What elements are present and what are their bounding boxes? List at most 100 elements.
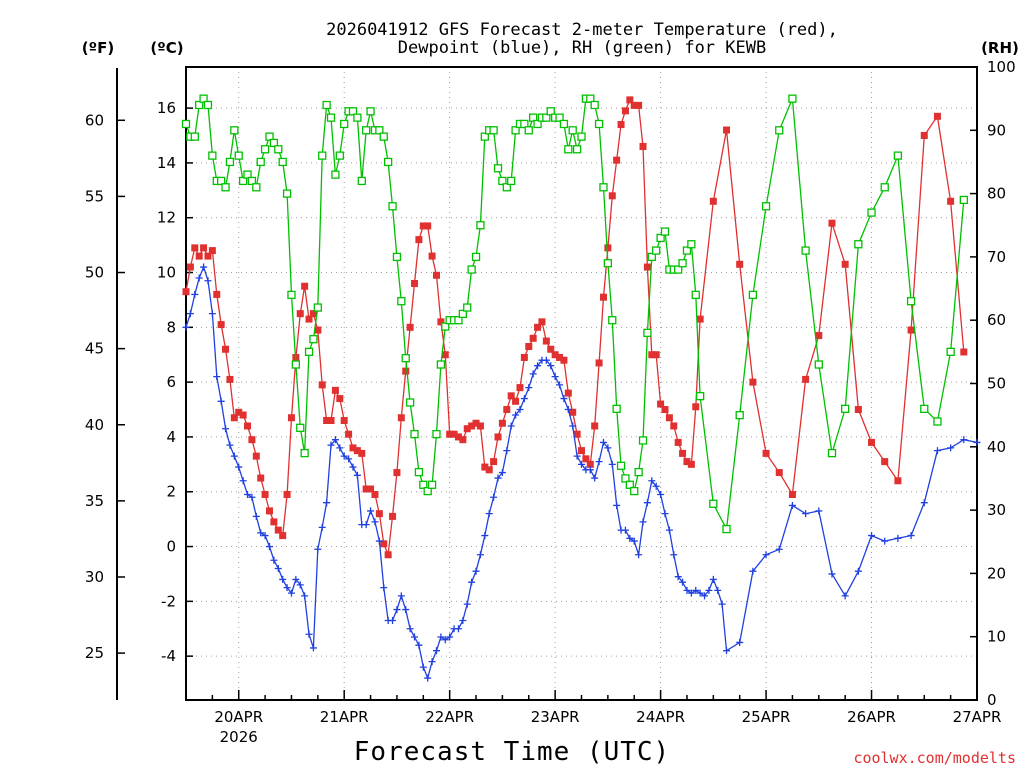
- chart-title-line2: Dewpoint (blue), RH (green) for KEWB: [398, 38, 766, 58]
- dewpoint-point: [393, 606, 401, 614]
- temperature-point: [182, 288, 190, 296]
- temperature-point: [723, 126, 731, 134]
- temperature-point: [446, 430, 454, 438]
- dewpoint-point: [318, 523, 326, 531]
- dewpoint-point: [933, 447, 941, 455]
- temperature-point: [679, 449, 687, 457]
- temperature-point: [485, 466, 493, 474]
- rh-point: [625, 480, 634, 489]
- temperature-point: [222, 345, 230, 353]
- temperature-line: [185, 98, 965, 556]
- dewpoint-point: [340, 452, 348, 460]
- temperature-point: [186, 263, 194, 271]
- dewpoint-point: [402, 606, 410, 614]
- rh-point: [748, 290, 758, 300]
- temperature-point: [556, 353, 564, 361]
- rh-point: [678, 259, 687, 268]
- temperature-point: [503, 406, 511, 414]
- rh-point: [572, 145, 582, 154]
- temperature-point: [314, 326, 322, 334]
- temperature-point: [494, 433, 502, 441]
- rh-point: [247, 176, 257, 186]
- dewpoint-point: [230, 452, 238, 460]
- dewpoint-point: [599, 438, 607, 446]
- temperature-point: [652, 351, 660, 359]
- temperature-point: [208, 247, 216, 255]
- rh-point: [687, 240, 696, 249]
- temperature-point: [604, 244, 612, 252]
- dewpoint-point: [692, 586, 700, 594]
- dewpoint-point: [428, 658, 436, 666]
- dewpoint-point: [349, 463, 357, 471]
- temperature-point: [920, 132, 928, 140]
- temperature-point: [353, 447, 361, 455]
- dewpoint-point: [639, 518, 647, 526]
- dewpoint-point: [578, 460, 585, 468]
- dewpoint-point: [314, 545, 322, 553]
- dewpoint-point: [463, 600, 471, 608]
- dewpoint-point: [815, 507, 823, 515]
- rh-point: [195, 100, 204, 110]
- temperature-point: [226, 375, 234, 383]
- rh-tick-label: 40: [987, 438, 1006, 456]
- dewpoint-point: [586, 466, 594, 474]
- temperature-point: [283, 490, 291, 498]
- temperature-point: [534, 323, 542, 331]
- rh-point: [542, 113, 551, 122]
- temperature-point: [265, 507, 273, 515]
- rh-tick-label: 70: [987, 248, 1006, 266]
- celsius-tick-label: 4: [166, 428, 176, 446]
- dewpoint-point: [371, 518, 379, 526]
- temperature-point: [547, 345, 555, 353]
- dewpoint-point: [222, 425, 230, 433]
- rh-point: [432, 429, 441, 439]
- temperature-point: [815, 332, 823, 340]
- rh-point: [419, 480, 428, 489]
- celsius-tick-label: 6: [166, 373, 176, 391]
- dewpoint-point: [331, 436, 339, 444]
- temperature-point: [854, 406, 862, 414]
- temperature-point: [582, 455, 590, 463]
- dewpoint-point: [604, 444, 612, 452]
- dewpoint-point: [244, 490, 252, 498]
- dewpoint-point: [674, 573, 682, 581]
- dewpoint-point: [723, 647, 731, 655]
- temperature-point: [947, 197, 955, 205]
- temperature-point: [498, 419, 506, 427]
- rh-point: [467, 265, 476, 274]
- dewpoint-point: [446, 633, 454, 641]
- dewpoint-point: [362, 521, 370, 529]
- rh-point: [410, 429, 419, 439]
- dewpoint-point: [696, 589, 704, 597]
- temperature-point: [635, 101, 643, 109]
- dewpoint-point: [411, 633, 419, 641]
- rh-point: [269, 138, 279, 148]
- rh-point: [524, 126, 533, 135]
- rh-point: [436, 360, 446, 369]
- temperature-point: [525, 343, 533, 351]
- dewpoint-point: [652, 482, 660, 490]
- tick-labels: -4 -2 0 2 4 6 8 10 12 14 16 25 30 35 40 45 50 55 60 0 10 20 30…: [85, 58, 1016, 746]
- temperature-point: [239, 411, 247, 419]
- dewpoint-point: [714, 586, 722, 594]
- rh-point: [230, 126, 239, 135]
- temperature-point: [648, 351, 656, 359]
- rh-point: [674, 265, 683, 274]
- rh-point: [722, 524, 731, 534]
- dewpoint-point: [687, 589, 695, 597]
- temperature-point: [692, 403, 700, 411]
- temperature-point: [270, 518, 278, 526]
- dewpoint-point: [665, 526, 673, 534]
- dewpoint-point: [200, 263, 208, 271]
- rh-point: [906, 297, 916, 306]
- temperature-point: [529, 334, 537, 342]
- rh-point: [300, 448, 309, 458]
- temperature-point: [340, 416, 348, 424]
- rh-point: [348, 107, 358, 116]
- temperature-point: [643, 263, 651, 271]
- temperature-point: [894, 477, 902, 485]
- rh-point: [335, 151, 344, 160]
- rh-point: [735, 410, 744, 420]
- temperature-point: [573, 430, 581, 438]
